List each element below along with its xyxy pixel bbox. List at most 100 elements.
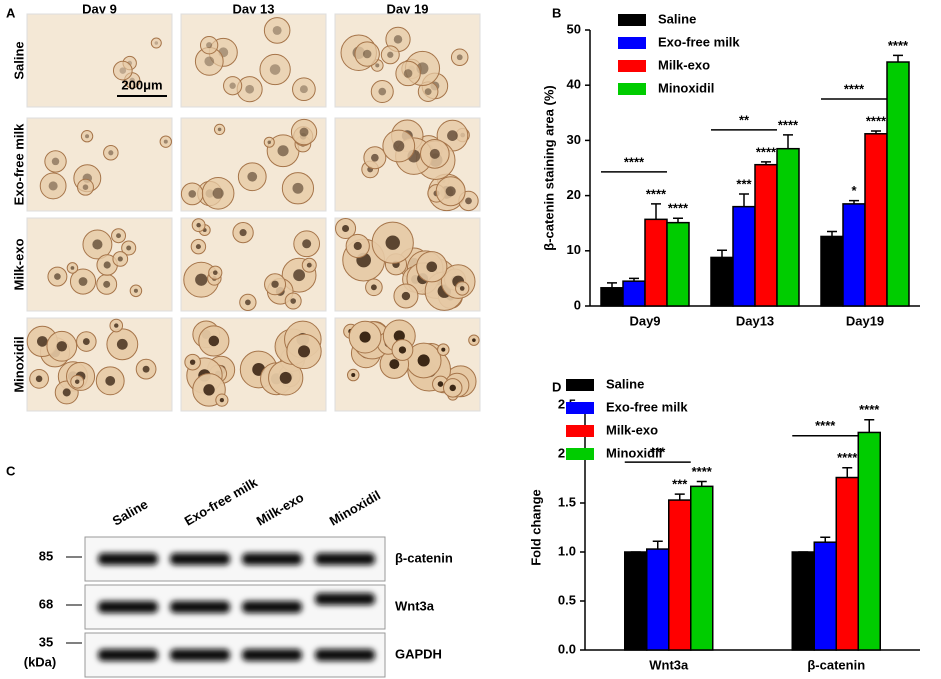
follicle-core [212,187,224,199]
significance: **** [692,464,713,479]
band [98,601,158,613]
follicle-core [299,85,308,94]
row-label-group: Saline [11,41,26,79]
follicle [159,135,172,148]
error-bar [842,466,853,478]
row-label: Minoxidil [11,336,26,392]
follicle-core [472,338,476,342]
follicle-core [219,398,225,403]
y-tick-label: 20 [567,187,581,202]
bar [857,431,881,651]
bracket-label: ** [739,112,750,127]
follicle-core [133,288,138,293]
follicle-core [403,69,413,78]
column-label: Day 19 [387,1,429,16]
bar [776,147,800,307]
follicle-core [292,182,304,194]
x-tick-label: Day19 [846,313,884,328]
bar [886,61,910,307]
y-axis-label: β-catenin staining area (%) [541,85,556,250]
lane-label-group: Minoxidil [327,487,383,528]
x-tick-label: Day9 [629,313,660,328]
follicle-core [206,42,213,49]
y-tick-label: 0.5 [558,592,576,607]
follicle [199,36,219,55]
band [242,601,302,613]
follicle-core [85,134,90,139]
follicle-core [362,49,372,59]
y-tick-label: 0.0 [558,641,576,656]
follicle-core [82,338,90,345]
bracket-label: *** [650,445,666,460]
y-tick-label: 10 [567,242,581,257]
follicle-core [204,56,215,67]
legend-label: Exo-free milk [606,399,688,414]
follicle-core [426,261,438,273]
follicle-core [208,335,220,347]
bracket-label: **** [624,154,645,169]
marker-label: 35 [39,634,53,649]
follicle-core [247,171,258,182]
band [242,553,302,565]
follicle-core [116,233,121,239]
follicle-core [35,375,43,383]
follicle-core [116,338,128,350]
follicle-core [74,379,80,384]
follicle [380,45,400,65]
follicle-core [78,277,88,286]
lane-label: Exo-free milk [182,474,261,528]
follicle-core [375,63,380,68]
band [170,601,230,613]
follicle [112,60,133,81]
bar [813,541,837,651]
follicle-core [417,354,430,367]
follicle-core [456,54,463,61]
follicle-core [401,291,411,301]
band [98,553,158,565]
band [170,553,230,565]
follicle-core [239,229,247,237]
follicle-core [163,139,168,144]
error-bar [717,249,727,258]
legend-label: Saline [658,11,696,26]
legend-swatch [566,448,594,460]
error-bar [864,418,875,433]
follicle-core [48,181,58,191]
follicle-core [279,371,292,384]
error-bar [607,282,617,288]
follicle-core [299,127,309,137]
follicle-core [293,269,306,282]
follicle-core [54,273,61,280]
follicle-core [353,241,362,251]
follicle-core [70,266,75,270]
follicle-core [195,273,208,286]
follicle-core [92,239,103,250]
follicle-core [429,148,440,159]
follicle-core [277,145,289,157]
follicle-core [371,153,379,162]
follicle-core [119,67,127,74]
follicle-core [447,130,458,141]
follicle-core [445,186,456,197]
significance: **** [756,144,777,159]
follicle-core [449,384,456,392]
panel-label: B [552,5,561,20]
legend-swatch [618,14,646,26]
error-bar [849,199,859,204]
legend-label: Milk-exo [606,422,658,437]
y-label-group: Fold change [528,489,543,566]
error-bar [651,203,661,220]
significance: *** [736,176,752,191]
follicle-core [129,77,135,83]
bar [600,287,624,307]
legend-label: Minoxidil [658,80,714,95]
follicle [259,53,291,86]
bar [710,256,734,307]
follicle [354,41,380,67]
error-bar [761,161,771,165]
error-bar [893,54,903,63]
bar [732,205,756,307]
y-tick-label: 40 [567,77,581,92]
band [315,593,375,605]
